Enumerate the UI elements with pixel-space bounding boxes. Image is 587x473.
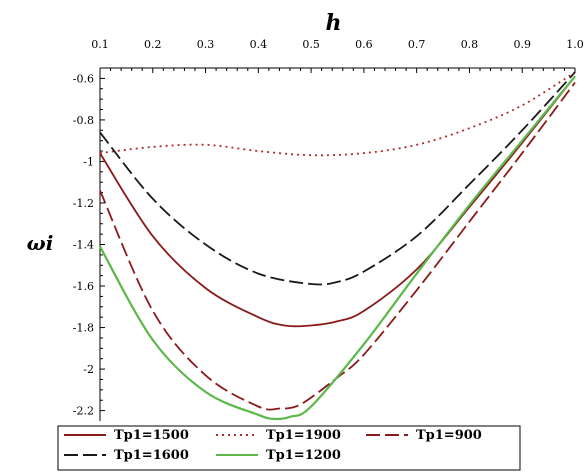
- series-line-tp1-1500: [99, 75, 576, 328]
- legend-label: Tp1=1600: [114, 448, 189, 463]
- x-tick-label: 0.9: [513, 38, 531, 51]
- y-tick-label: -2.2: [73, 405, 94, 418]
- x-tick-label: 1.0: [566, 38, 584, 51]
- x-tick-label: 0.1: [91, 38, 109, 51]
- y-tick-label: -1.8: [73, 322, 94, 335]
- y-tick-label: -0.6: [73, 72, 94, 85]
- legend: Tp1=1500 Tp1=1900 Tp1=900 Tp1=1600 Tp1=1200: [57, 425, 521, 471]
- y-tick-label: -1.4: [73, 239, 94, 252]
- series-line-tp1-1200: [99, 75, 576, 421]
- y-tick-label: -1.2: [73, 197, 94, 210]
- series-layer: [99, 71, 576, 421]
- y-tick-label: -0.8: [73, 114, 94, 127]
- x-axis-title: h: [326, 10, 342, 36]
- x-tick-label: 0.7: [408, 38, 426, 51]
- legend-label: Tp1=1200: [266, 448, 341, 463]
- y-axis-title: ωi: [27, 231, 54, 255]
- legend-label: Tp1=1900: [266, 428, 341, 443]
- x-tick-label: 0.4: [250, 38, 268, 51]
- legend-label: Tp1=900: [416, 428, 482, 443]
- x-tick-label: 0.2: [144, 38, 162, 51]
- x-tick-label: 0.6: [355, 38, 373, 51]
- x-tick-label: 0.8: [461, 38, 479, 51]
- y-tick-label: -1: [83, 155, 94, 168]
- x-tick-label: 0.5: [302, 38, 320, 51]
- series-line-tp1-1900: [99, 71, 576, 157]
- series-line-tp1-900: [99, 81, 576, 411]
- series-line-tp1-1600: [99, 71, 576, 286]
- y-ticks: -0.6 -0.8 -1 -1.2 -1.4 -1.6 -1.8 -2 -2.2: [73, 72, 105, 418]
- legend-label: Tp1=1500: [114, 428, 189, 443]
- legend-box: [57, 425, 521, 471]
- x-tick-label: 0.3: [197, 38, 215, 51]
- axes: [99, 67, 575, 421]
- y-tick-label: -1.6: [73, 280, 94, 293]
- x-ticks: 0.1 0.2 0.3 0.4 0.5 0.6 0.7 0.8 0.9 1.0: [91, 38, 584, 73]
- y-tick-label: -2: [83, 363, 94, 376]
